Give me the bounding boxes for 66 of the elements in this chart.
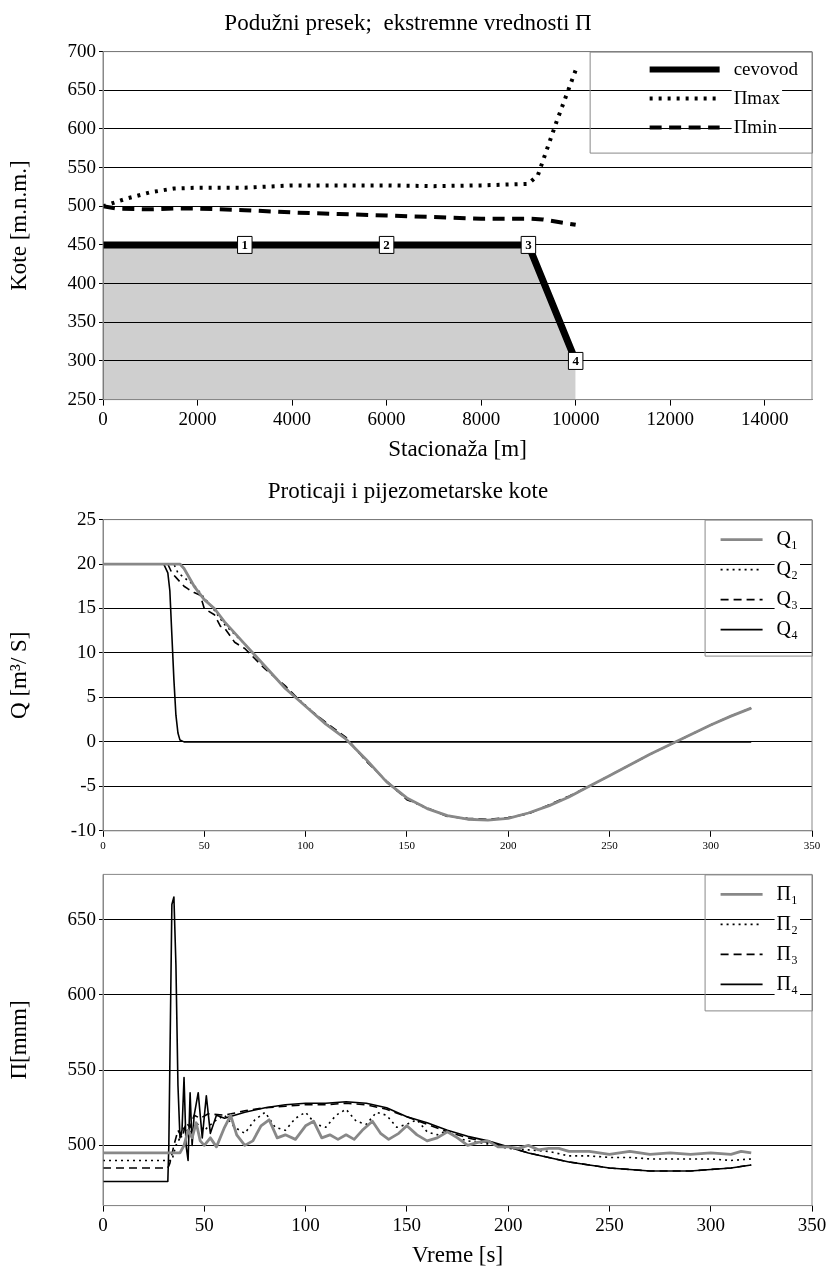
y-tick-label: -10 (70, 818, 96, 840)
y-tick-label: 5 (86, 685, 96, 707)
y-tick-label: 650 (67, 907, 96, 929)
x-tick-label: 50 (194, 1213, 214, 1235)
y-tick-label: 700 (67, 39, 96, 61)
y-tick-label: 550 (67, 1058, 96, 1080)
legend-label: Πmin (733, 115, 778, 137)
y-tick-label: -5 (80, 774, 96, 796)
y-tick-label: 450 (67, 232, 96, 254)
legend-label: Q₁ (776, 526, 799, 549)
x-tick-label: 150 (392, 1213, 422, 1235)
y-axis-title: Q [m³/ S] (5, 631, 31, 719)
x-tick-label: 2000 (178, 407, 217, 429)
x-tick-label: 8000 (462, 407, 501, 429)
x-tick-label: 6000 (367, 407, 406, 429)
x-tick-label: 350 (797, 1213, 827, 1235)
x-axis-title: Vreme [s] (411, 1242, 504, 1268)
legend-label: Q₂ (776, 556, 799, 579)
legend-label: cevovod (733, 57, 799, 79)
y-tick-label: 20 (77, 552, 96, 574)
x-tick-label: 250 (601, 839, 619, 852)
legend-label: Q₄ (776, 616, 799, 639)
y-tick-label: 500 (67, 194, 96, 216)
y-tick-label: 300 (67, 348, 96, 370)
x-tick-label: 300 (696, 1213, 725, 1235)
x-tick-label: 200 (493, 1213, 523, 1235)
y-tick-label: 0 (86, 729, 96, 751)
annotation: 4 (572, 353, 580, 369)
y-tick-label: 25 (77, 507, 96, 529)
chart-title: Podužni presek; ekstremne vrednosti Π (224, 9, 592, 35)
y-axis-title: Kote [m.n.m.] (5, 160, 31, 291)
legend-label: Π₃ (776, 941, 799, 964)
legend-label: Q₃ (776, 586, 799, 609)
y-tick-label: 600 (67, 982, 96, 1004)
x-tick-label: 300 (702, 839, 720, 852)
x-tick-label: 50 (198, 839, 211, 852)
y-tick-label: 10 (77, 640, 96, 662)
x-tick-label: 100 (297, 839, 315, 852)
y-tick-label: 600 (67, 116, 96, 138)
x-tick-label: 200 (499, 839, 517, 852)
y-tick-label: 350 (67, 310, 96, 332)
chart-title: Proticaji i pijezometarske kote (267, 477, 549, 503)
x-tick-label: 4000 (273, 407, 312, 429)
x-tick-label: 100 (291, 1213, 320, 1235)
legend-label: Π₂ (776, 911, 799, 934)
legend-label: Π₁ (776, 881, 799, 904)
y-tick-label: 15 (77, 596, 96, 618)
x-tick-label: 10000 (551, 407, 600, 429)
annotation: 3 (525, 237, 533, 253)
legend-label: Π₄ (776, 971, 799, 994)
y-tick-label: 650 (67, 78, 96, 100)
x-axis-title: Stacionaža [m] (388, 436, 527, 462)
annotation: 1 (241, 237, 249, 253)
x-tick-label: 350 (803, 839, 821, 852)
y-tick-label: 500 (67, 1133, 96, 1155)
x-tick-label: 14000 (740, 407, 789, 429)
y-axis-title: Π[mnm] (5, 1000, 31, 1080)
x-tick-label: 0 (100, 839, 107, 852)
legend-label: Πmax (733, 86, 781, 108)
x-tick-label: 12000 (646, 407, 694, 429)
y-tick-label: 400 (67, 271, 96, 293)
x-tick-label: 250 (595, 1213, 624, 1235)
y-tick-label: 550 (67, 155, 96, 177)
x-tick-label: 150 (398, 839, 416, 852)
annotation: 2 (383, 237, 390, 253)
y-tick-label: 250 (67, 387, 96, 409)
